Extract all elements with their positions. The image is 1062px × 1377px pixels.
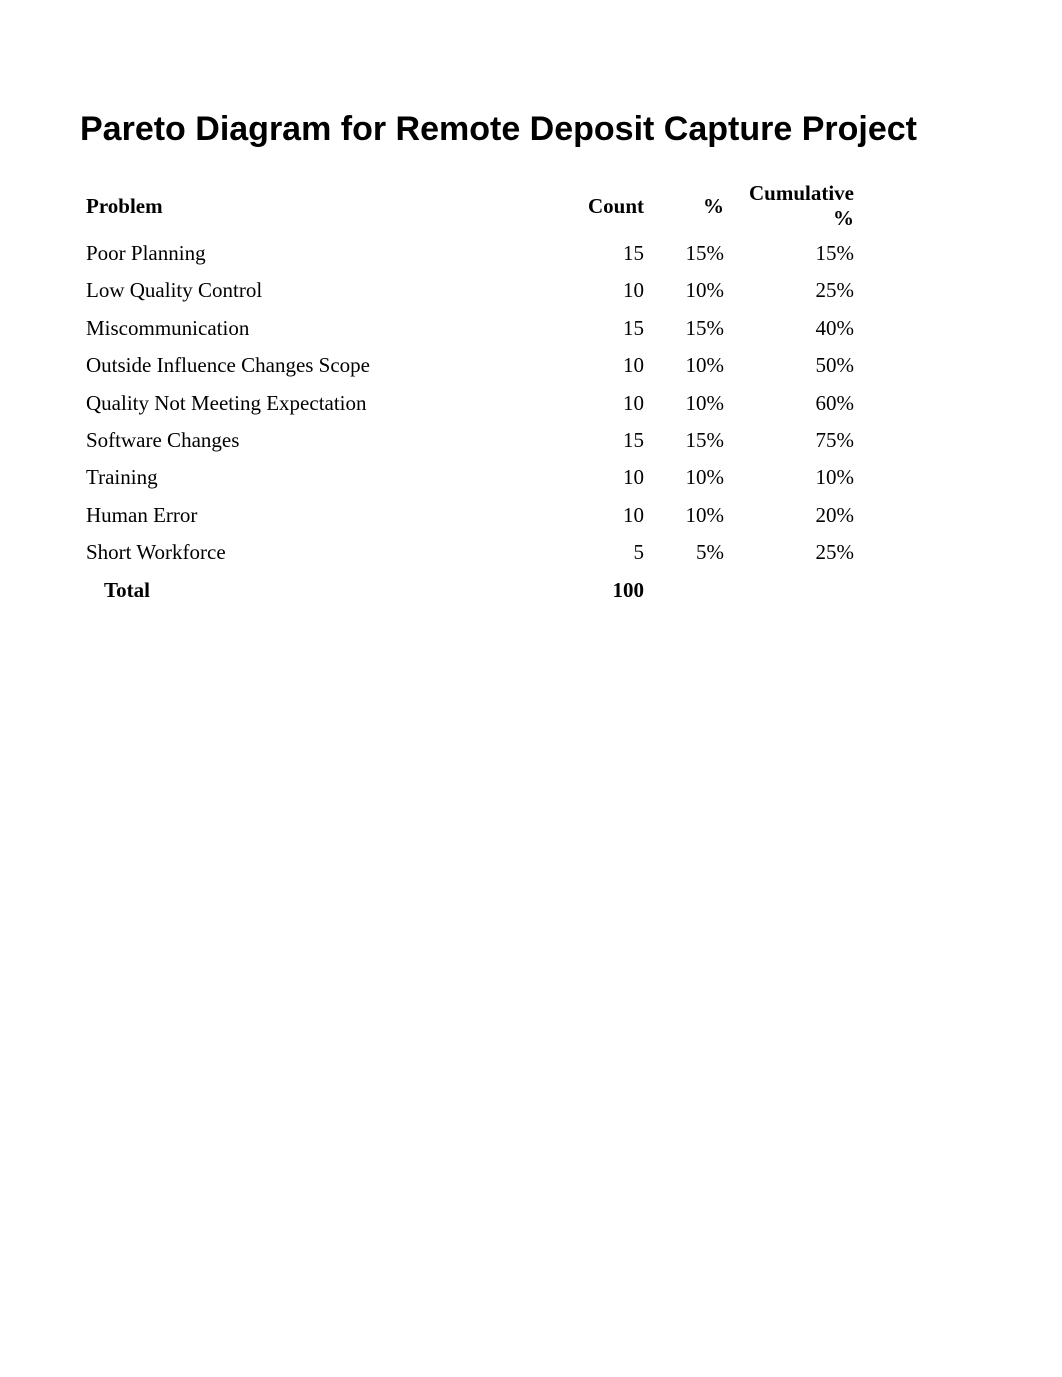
cell-problem: Poor Planning [80, 235, 560, 272]
cell-problem: Outside Influence Changes Scope [80, 347, 560, 384]
table-row: Software Changes 15 15% 75% [80, 422, 860, 459]
cell-problem: Low Quality Control [80, 272, 560, 309]
cell-count: 10 [560, 459, 650, 496]
cell-count: 10 [560, 497, 650, 534]
cell-count: 15 [560, 422, 650, 459]
cell-problem: Training [80, 459, 560, 496]
col-header-percent: % [650, 177, 730, 235]
cell-problem: Short Workforce [80, 534, 560, 571]
total-label: Total [80, 572, 560, 609]
cell-cumulative: 15% [730, 235, 860, 272]
cell-percent: 10% [650, 385, 730, 422]
cell-percent: 15% [650, 310, 730, 347]
cell-problem: Quality Not Meeting Expectation [80, 385, 560, 422]
table-row: Quality Not Meeting Expectation 10 10% 6… [80, 385, 860, 422]
cell-percent: 15% [650, 422, 730, 459]
table-row: Poor Planning 15 15% 15% [80, 235, 860, 272]
cell-percent: 10% [650, 347, 730, 384]
cell-cumulative: 60% [730, 385, 860, 422]
table-row: Miscommunication 15 15% 40% [80, 310, 860, 347]
cell-count: 15 [560, 235, 650, 272]
cell-count: 10 [560, 385, 650, 422]
total-count: 100 [560, 572, 650, 609]
pareto-table: Problem Count % Cumulative % Poor Planni… [80, 177, 860, 609]
cell-percent: 10% [650, 272, 730, 309]
cell-cumulative: 40% [730, 310, 860, 347]
cell-problem: Miscommunication [80, 310, 560, 347]
cell-problem: Software Changes [80, 422, 560, 459]
table-row: Low Quality Control 10 10% 25% [80, 272, 860, 309]
col-header-cumulative: Cumulative % [730, 177, 860, 235]
table-row: Outside Influence Changes Scope 10 10% 5… [80, 347, 860, 384]
cell-cumulative: 10% [730, 459, 860, 496]
table-row: Training 10 10% 10% [80, 459, 860, 496]
col-header-count: Count [560, 177, 650, 235]
cell-count: 15 [560, 310, 650, 347]
cell-percent: 5% [650, 534, 730, 571]
table-row: Short Workforce 5 5% 25% [80, 534, 860, 571]
cell-count: 10 [560, 272, 650, 309]
cell-percent: 15% [650, 235, 730, 272]
cell-count: 10 [560, 347, 650, 384]
cell-problem: Human Error [80, 497, 560, 534]
total-percent [650, 572, 730, 609]
page-title: Pareto Diagram for Remote Deposit Captur… [80, 110, 982, 149]
cell-cumulative: 50% [730, 347, 860, 384]
cell-percent: 10% [650, 459, 730, 496]
table-row: Human Error 10 10% 20% [80, 497, 860, 534]
cell-count: 5 [560, 534, 650, 571]
cell-cumulative: 25% [730, 272, 860, 309]
cell-cumulative: 25% [730, 534, 860, 571]
table-header-row: Problem Count % Cumulative % [80, 177, 860, 235]
table-total-row: Total 100 [80, 572, 860, 609]
cell-percent: 10% [650, 497, 730, 534]
cell-cumulative: 20% [730, 497, 860, 534]
col-header-problem: Problem [80, 177, 560, 235]
cell-cumulative: 75% [730, 422, 860, 459]
total-cumulative [730, 572, 860, 609]
